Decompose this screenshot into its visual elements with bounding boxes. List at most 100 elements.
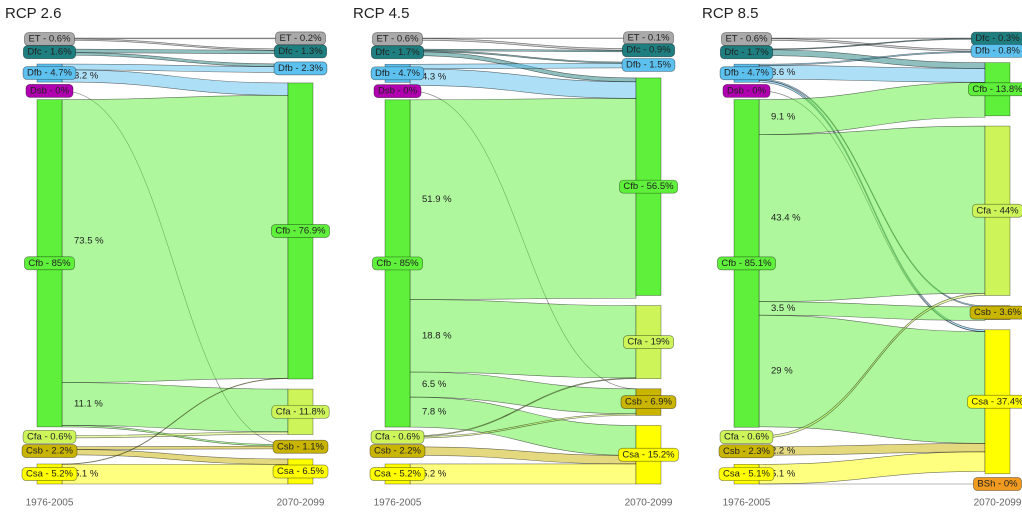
node-label: ET - 0.2% bbox=[279, 33, 322, 44]
node-label-box bbox=[273, 61, 328, 76]
axis-label: 2070-2099 bbox=[625, 498, 673, 509]
node-label: Cfb - 85% bbox=[28, 258, 71, 269]
node-label: Csa - 5.1% bbox=[723, 469, 771, 480]
link-label: 9.1 % bbox=[771, 112, 796, 123]
node-label-box bbox=[967, 394, 1022, 409]
node-label: Csb - 1.1% bbox=[277, 441, 325, 452]
node-label: Dfb - 4.7% bbox=[724, 68, 769, 79]
node-label-box bbox=[21, 467, 78, 481]
node-label: Csb - 2.2% bbox=[26, 445, 74, 456]
links bbox=[758, 37, 986, 485]
node-label: Dfb - 0.8% bbox=[975, 45, 1020, 56]
link-label: 7.8 % bbox=[422, 407, 447, 418]
node-label-box bbox=[719, 45, 774, 60]
node-label-box bbox=[273, 44, 328, 59]
node-label-box bbox=[722, 84, 771, 98]
link-label: 18.8 % bbox=[422, 330, 452, 341]
flow-link bbox=[758, 82, 986, 135]
axis-label: 2070-2099 bbox=[277, 498, 325, 509]
link-label: 2.2 % bbox=[771, 446, 796, 457]
node-label-box bbox=[619, 179, 678, 194]
node-label-box bbox=[372, 32, 423, 47]
links bbox=[61, 37, 289, 485]
link-label: 5.1 % bbox=[74, 469, 99, 480]
node-label-box bbox=[969, 305, 1022, 320]
flow-link bbox=[409, 62, 637, 70]
node-label: Dfb - 2.3% bbox=[278, 63, 323, 74]
node-label-box bbox=[623, 335, 674, 349]
node-label-box bbox=[22, 45, 77, 60]
node-label: Cfb - 13.8% bbox=[972, 84, 1022, 95]
node-label-box bbox=[369, 467, 426, 481]
node-label-box bbox=[621, 43, 676, 58]
node-label: Dfc - 0.3% bbox=[975, 33, 1020, 44]
node-label: Cfb - 76.9% bbox=[275, 225, 326, 236]
sankey-panel: RCP 8.5 1976-2005 2070-2099 3.6 % 9.1 % 43.4 … bbox=[702, 5, 1022, 509]
node-label: Cfa - 11.8% bbox=[276, 406, 326, 417]
node-label-box bbox=[972, 203, 1022, 218]
node-label: Cfa - 0.6% bbox=[375, 431, 420, 442]
link-label: 4.3 % bbox=[422, 72, 447, 83]
node-label-box bbox=[24, 32, 75, 47]
node-label: ET - 0.6% bbox=[725, 34, 768, 45]
node-label: Csa - 5.2% bbox=[374, 469, 422, 480]
node-label: Csb - 2.3% bbox=[723, 446, 771, 457]
node-label: Csa - 37.4% bbox=[971, 396, 1022, 407]
link-label: 3.6 % bbox=[771, 67, 796, 78]
node-label: Dfb - 4.7% bbox=[375, 68, 420, 79]
node-label: Csb - 2.2% bbox=[374, 446, 422, 457]
flow-link bbox=[758, 301, 986, 321]
link-label: 29 % bbox=[771, 366, 793, 377]
node-label: Csb - 3.6% bbox=[974, 307, 1022, 318]
node-label-box bbox=[22, 66, 77, 80]
node-label-box bbox=[373, 84, 422, 98]
node-label-box bbox=[968, 82, 1022, 97]
node-label-box bbox=[271, 404, 330, 419]
flow-link bbox=[61, 38, 289, 51]
node-label: BSh - 0% bbox=[977, 479, 1018, 490]
node-label: Csa - 6.5% bbox=[277, 466, 325, 477]
node-label-box bbox=[24, 256, 75, 271]
panel-title: RCP 2.6 bbox=[5, 5, 61, 22]
link-label: 73.5 % bbox=[74, 236, 104, 247]
node-label: Cfb - 85.1% bbox=[721, 258, 772, 269]
node-label: Dfc - 1.3% bbox=[278, 46, 323, 57]
node-label-box bbox=[620, 395, 677, 409]
links bbox=[409, 37, 637, 485]
node-label: Dsb - 0% bbox=[727, 85, 767, 96]
panel-title: RCP 4.5 bbox=[353, 5, 409, 22]
sankey-panel: RCP 4.5 1976-2005 2070-2099 4.3 % 51.9 % 18.8… bbox=[353, 5, 679, 509]
node-label: Cfb - 56.5% bbox=[623, 181, 674, 192]
flow-link bbox=[758, 314, 986, 444]
node-label: Cfa - 0.6% bbox=[27, 431, 72, 442]
link-label: 3.2 % bbox=[74, 70, 99, 81]
flow-link bbox=[61, 37, 289, 40]
axis-label: 2070-2099 bbox=[974, 498, 1022, 509]
node-label: Cfa - 44% bbox=[976, 205, 1019, 216]
flow-link bbox=[409, 98, 637, 300]
node-label: Dfb - 4.7% bbox=[27, 68, 72, 79]
node-label-box bbox=[370, 66, 425, 81]
flow-link bbox=[61, 431, 289, 439]
node-label-box bbox=[718, 467, 775, 482]
node-label: ET - 0.6% bbox=[28, 34, 71, 45]
link-label: 11.1 % bbox=[74, 399, 103, 410]
node-label: Cfb - 85% bbox=[376, 258, 419, 269]
node-label-box bbox=[621, 58, 676, 72]
link-labels: 3.2 % 73.5 % 11.1 % 5.1 % bbox=[74, 70, 104, 479]
node-label: Csb - 6.9% bbox=[625, 397, 673, 408]
flow-link bbox=[61, 449, 289, 465]
node-label-box bbox=[618, 447, 679, 462]
node-label-box bbox=[721, 32, 772, 47]
link-label: 43.4 % bbox=[771, 213, 801, 224]
axis-label: 1976-2005 bbox=[723, 498, 771, 509]
node-label-box bbox=[970, 44, 1022, 58]
axis-label: 1976-2005 bbox=[374, 498, 422, 509]
node-label: Dfc - 1.7% bbox=[724, 47, 769, 58]
node-label: ET - 0.6% bbox=[376, 34, 419, 45]
node-label: Dfc - 0.9% bbox=[626, 45, 671, 56]
node-label-box bbox=[718, 444, 775, 459]
flow-link bbox=[61, 445, 289, 450]
node-label-box bbox=[719, 66, 774, 81]
